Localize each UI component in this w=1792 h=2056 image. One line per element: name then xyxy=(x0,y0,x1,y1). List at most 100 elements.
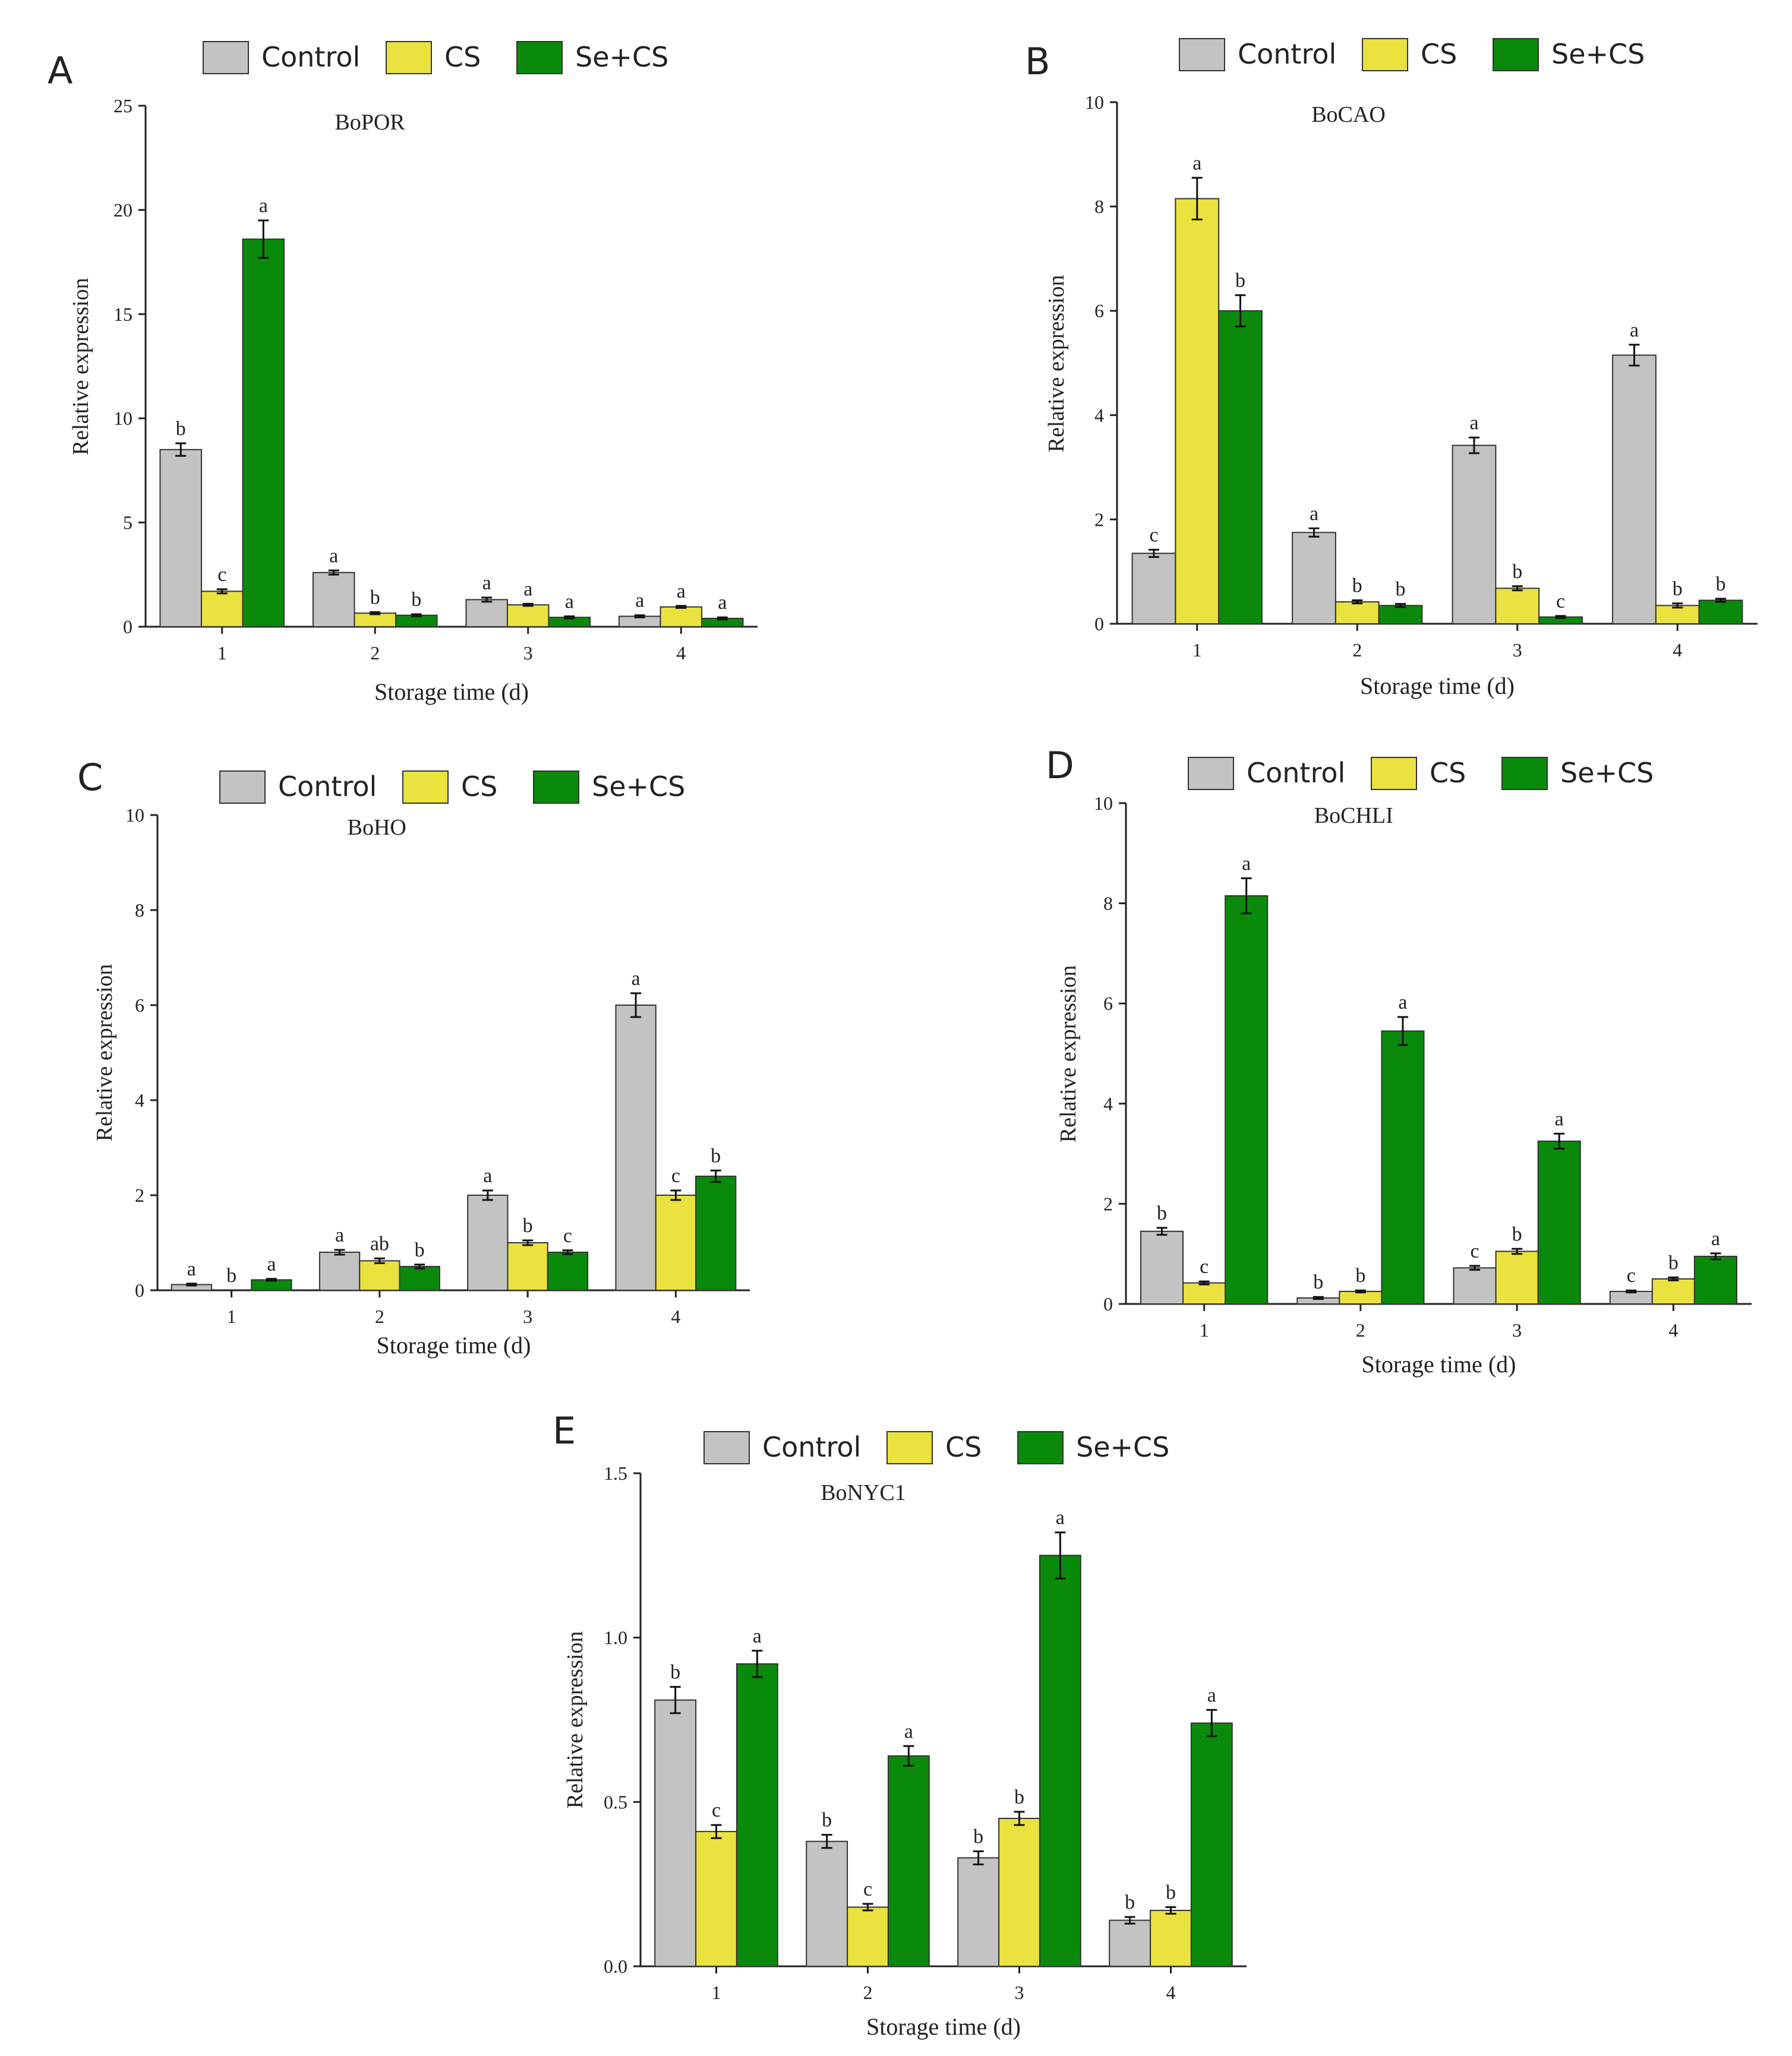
bar-secs xyxy=(1218,310,1263,624)
bar-cs xyxy=(1651,1278,1695,1305)
legend-swatch-control xyxy=(1188,757,1234,790)
bar-control xyxy=(1612,354,1657,625)
legend-swatch-secs xyxy=(1493,38,1539,71)
significance-label: b xyxy=(1157,1202,1167,1224)
significance-label: b xyxy=(973,1826,983,1847)
bar-cs xyxy=(354,612,397,627)
legend-label: Se+CS xyxy=(592,770,685,803)
bar-cs xyxy=(660,606,703,628)
significance-label: a xyxy=(1630,319,1639,341)
y-tick-label: 20 xyxy=(113,199,132,220)
significance-label: b xyxy=(1235,270,1245,292)
bar-control xyxy=(1140,1230,1184,1305)
significance-label: a xyxy=(523,578,532,600)
chart-title: BoHO xyxy=(348,815,406,840)
y-tick-label: 8 xyxy=(1103,893,1113,914)
legend: Control CS Se+CS xyxy=(1179,38,1645,71)
bar-secs xyxy=(1378,605,1423,625)
chart-title: BoCHLI xyxy=(1314,803,1393,828)
significance-label: c xyxy=(1149,524,1158,546)
y-axis-label: Relative expression xyxy=(92,964,117,1142)
y-tick-label: 4 xyxy=(1094,405,1104,426)
x-tick-label: 4 xyxy=(671,1306,680,1327)
bar-secs xyxy=(1698,599,1743,624)
legend-label: CS xyxy=(945,1431,982,1463)
significance-label: a xyxy=(1207,1684,1216,1706)
legend-swatch-control xyxy=(203,41,249,74)
significance-label: a xyxy=(482,572,491,594)
y-tick-label: 0 xyxy=(123,616,132,637)
y-tick-label: 2 xyxy=(135,1185,144,1206)
x-tick-label: 4 xyxy=(676,642,686,664)
significance-label: c xyxy=(671,1165,680,1187)
bar-cs xyxy=(998,1818,1040,1967)
legend-label: CS xyxy=(444,41,481,73)
x-tick-label: 3 xyxy=(1015,1982,1024,2003)
significance-label: ab xyxy=(370,1233,389,1255)
significance-label: b xyxy=(1716,573,1726,595)
bar-control xyxy=(1452,444,1497,624)
significance-label: b xyxy=(1396,579,1406,601)
y-tick-label: 8 xyxy=(1094,196,1104,217)
significance-label: a xyxy=(267,1253,276,1275)
x-axis-label: Storage time (d) xyxy=(377,1332,531,1359)
y-axis-label: Relative expression xyxy=(1044,275,1069,453)
y-axis-label: Relative expression xyxy=(68,278,93,456)
y-tick-label: 10 xyxy=(1085,91,1104,113)
chart-title: BoNYC1 xyxy=(821,1480,906,1505)
legend: Control CS Se+CS xyxy=(203,41,668,74)
x-tick-label: 3 xyxy=(523,1306,532,1327)
y-tick-label: 0 xyxy=(1094,613,1104,634)
bar-cs xyxy=(506,604,550,628)
significance-label: a xyxy=(1711,1228,1720,1250)
legend-swatch-cs xyxy=(886,1431,933,1464)
y-tick-label: 15 xyxy=(113,304,132,325)
legend-label: Se+CS xyxy=(575,41,668,73)
panel-letter: D xyxy=(1046,744,1074,787)
bar-control xyxy=(957,1857,1000,1967)
legend-swatch-secs xyxy=(533,770,579,804)
bar-control xyxy=(1109,1919,1151,1967)
significance-label: c xyxy=(1200,1256,1209,1278)
bar-control xyxy=(1453,1267,1497,1305)
significance-label: b xyxy=(1166,1881,1176,1903)
x-tick-label: 1 xyxy=(1200,1319,1209,1341)
x-tick-label: 2 xyxy=(1356,1319,1365,1341)
y-tick-label: 10 xyxy=(125,804,144,826)
legend-label: Se+CS xyxy=(1076,1431,1169,1463)
panel-letter: B xyxy=(1025,40,1050,83)
panel-letter: E xyxy=(553,1409,576,1452)
bar-secs xyxy=(399,1266,440,1291)
x-tick-label: 3 xyxy=(523,642,533,664)
bar-cs xyxy=(359,1260,400,1291)
y-tick-label: 5 xyxy=(123,512,132,533)
x-axis-label: Storage time (d) xyxy=(1362,1351,1516,1378)
significance-label: a xyxy=(1398,991,1407,1013)
significance-label: a xyxy=(187,1258,196,1280)
bar-control xyxy=(318,1252,361,1291)
significance-label: a xyxy=(753,1625,762,1647)
significance-label: c xyxy=(217,564,226,586)
y-tick-label: 10 xyxy=(113,408,132,429)
legend-label: CS xyxy=(1430,757,1466,789)
significance-label: b xyxy=(1355,1265,1365,1287)
bar-secs xyxy=(1693,1255,1737,1305)
significance-label: b xyxy=(1668,1252,1679,1274)
significance-label: a xyxy=(1242,852,1251,874)
x-tick-label: 3 xyxy=(1512,1319,1522,1341)
x-tick-label: 2 xyxy=(1352,639,1362,661)
significance-label: b xyxy=(1125,1891,1135,1913)
significance-label: a xyxy=(1192,152,1201,174)
significance-label: c xyxy=(1627,1265,1636,1287)
y-tick-label: 4 xyxy=(1103,1093,1113,1114)
legend-swatch-secs xyxy=(516,41,563,74)
legend-label: CS xyxy=(1421,38,1457,70)
bar-cs xyxy=(1175,198,1220,624)
bar-control xyxy=(615,1005,657,1291)
significance-label: a xyxy=(1056,1507,1065,1529)
legend-swatch-secs xyxy=(1017,1431,1064,1464)
y-tick-label: 1.5 xyxy=(604,1463,627,1484)
bar-control xyxy=(465,599,508,627)
y-axis-label: Relative expression xyxy=(1056,965,1081,1143)
significance-label: a xyxy=(1310,503,1318,525)
